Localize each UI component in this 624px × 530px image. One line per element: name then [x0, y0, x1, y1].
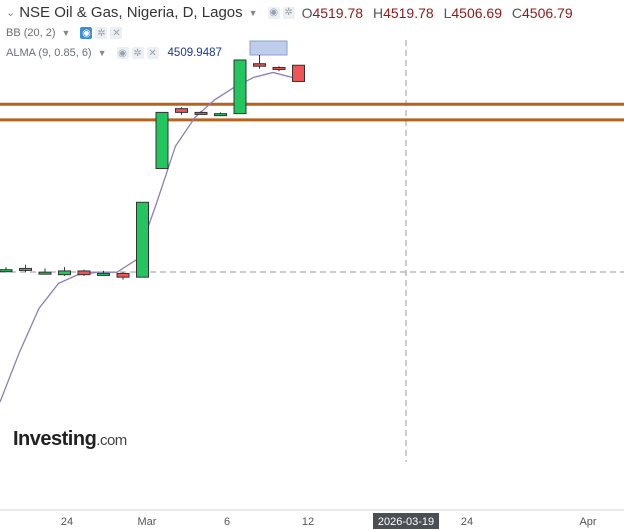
- alma-close-icon[interactable]: ✕: [146, 47, 159, 59]
- candle-body[interactable]: [0, 269, 13, 273]
- selection-highlight: [249, 40, 288, 56]
- candle-body[interactable]: [233, 59, 247, 115]
- investing-logo: Investing.com: [13, 428, 127, 451]
- ohlc-high-key: H: [372, 4, 384, 21]
- alma-menu-chevron-icon[interactable]: ▼: [97, 48, 107, 58]
- bb-eye-icon[interactable]: ◉: [80, 27, 93, 39]
- x-tick-label: Apr: [579, 516, 596, 528]
- alma-eye-icon[interactable]: ◉: [116, 47, 129, 59]
- ohlc-values: O4519.78 H4519.78 L4506.69 C4506.79: [302, 5, 579, 21]
- candle-body[interactable]: [136, 201, 149, 278]
- ohlc-close-key: C: [511, 4, 522, 21]
- settings-gear-icon[interactable]: ✲: [282, 6, 295, 19]
- bb-close-icon[interactable]: ✕: [110, 27, 123, 39]
- candle-body[interactable]: [77, 270, 91, 276]
- candle-body[interactable]: [214, 113, 227, 117]
- candle-body[interactable]: [253, 63, 266, 67]
- bb-indicator-legend: BB (20, 2) ▼ ◉ ✲ ✕: [6, 27, 125, 39]
- candle-body[interactable]: [97, 272, 110, 276]
- x-tick-label: Mar: [138, 516, 157, 528]
- candle-body[interactable]: [194, 111, 208, 115]
- candles-series[interactable]: [0, 40, 305, 280]
- ohlc-open-value: 4519.78: [312, 4, 364, 21]
- candle-body[interactable]: [38, 271, 52, 275]
- candle-body[interactable]: [292, 64, 305, 82]
- ohlc-open-key: O: [301, 4, 313, 21]
- ohlc-low-value: 4506.69: [451, 4, 502, 21]
- symbol-menu-chevron-icon[interactable]: ▼: [248, 7, 258, 18]
- visibility-eye-icon[interactable]: ◉: [267, 6, 280, 19]
- candle-body[interactable]: [155, 111, 169, 170]
- candle-body[interactable]: [175, 108, 188, 113]
- collapse-chevron-icon[interactable]: ⌄: [6, 7, 16, 19]
- x-tick-label: 24: [461, 516, 473, 528]
- bb-settings-icon[interactable]: ✲: [95, 27, 108, 39]
- alma-settings-icon[interactable]: ✲: [131, 47, 144, 59]
- logo-main-text: Investing: [13, 428, 97, 450]
- ohlc-close-value: 4506.79: [522, 4, 573, 21]
- candle-body[interactable]: [116, 272, 130, 278]
- crosshair-date-badge: [373, 513, 439, 529]
- chart-legend-title: ⌄ NSE Oil & Gas, Nigeria, D, Lagos ▼ ◉ ✲…: [6, 4, 579, 21]
- x-tick-label: 6: [224, 516, 230, 528]
- bb-indicator-label[interactable]: BB (20, 2): [6, 27, 56, 39]
- ohlc-low-key: L: [443, 4, 452, 21]
- logo-suffix-text: .com: [96, 432, 127, 449]
- bb-menu-chevron-icon[interactable]: ▼: [61, 28, 71, 38]
- alma-indicator-label[interactable]: ALMA (9, 0.85, 6): [6, 47, 92, 59]
- candle-body[interactable]: [58, 270, 71, 276]
- horizontal-levels[interactable]: [0, 102, 624, 122]
- alma-indicator-legend: ALMA (9, 0.85, 6) ▼ ◉ ✲ ✕ 4509.9487: [6, 47, 222, 59]
- x-tick-label: 12: [302, 516, 314, 528]
- symbol-title[interactable]: NSE Oil & Gas, Nigeria, D, Lagos: [19, 4, 243, 21]
- candle-body[interactable]: [272, 66, 286, 70]
- alma-value: 4509.9487: [167, 47, 222, 59]
- ohlc-high-value: 4519.78: [383, 4, 434, 21]
- x-tick-label: 24: [61, 516, 73, 528]
- crosshair-date-label: 2026-03-19: [378, 516, 434, 528]
- candle-body[interactable]: [19, 267, 32, 271]
- x-axis: 24 Mar 6 12 2026-03-19 24 Apr: [0, 509, 624, 529]
